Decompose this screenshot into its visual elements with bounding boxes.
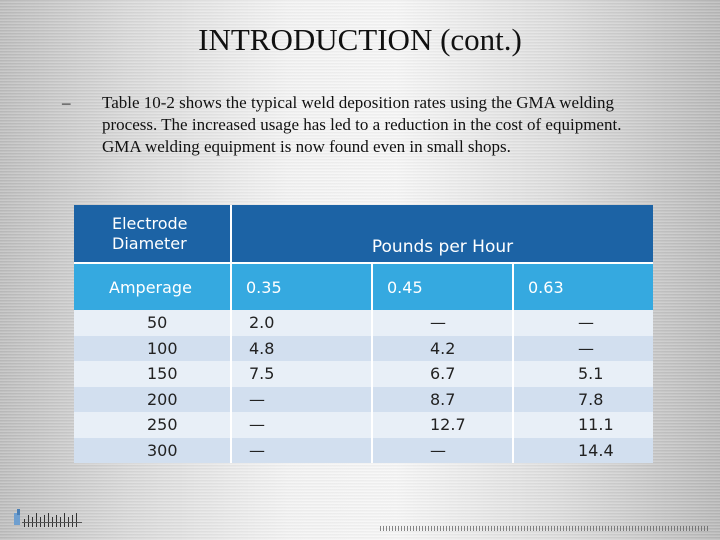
rate-cell: 7.5 [231, 361, 373, 387]
rate-cell: 6.7 [372, 361, 514, 387]
table-row: 150 7.5 6.7 5.1 [74, 361, 654, 387]
amperage-cell: 100 [74, 335, 232, 361]
table-row: 200 — 8.7 7.8 [74, 386, 654, 412]
amperage-cell: 200 [74, 386, 232, 412]
rate-cell: — [372, 310, 514, 336]
rate-cell: — [231, 386, 373, 412]
header-electrode-diameter: Electrode Diameter [74, 205, 232, 263]
amperage-cell: 250 [74, 412, 232, 438]
subheader-diameter-1: 0.35 [231, 262, 373, 310]
rate-cell: — [231, 437, 373, 463]
bullet-text: Table 10-2 shows the typical weld deposi… [102, 93, 622, 156]
amperage-cell: 300 [74, 437, 232, 463]
bullet-marker: – [62, 93, 71, 112]
rate-cell: — [513, 310, 654, 336]
rate-cell: 5.1 [513, 361, 654, 387]
rate-cell: 4.8 [231, 335, 373, 361]
rate-cell: 8.7 [372, 386, 514, 412]
rate-cell: 2.0 [231, 310, 373, 336]
rate-cell: 4.2 [372, 335, 514, 361]
amperage-cell: 150 [74, 361, 232, 387]
subheader-diameter-3: 0.63 [513, 262, 654, 310]
slide-title: INTRODUCTION (cont.) [198, 22, 522, 57]
rate-cell: 7.8 [513, 386, 654, 412]
rate-cell: — [231, 412, 373, 438]
amperage-cell: 50 [74, 310, 232, 336]
deposition-rate-table: Electrode Diameter Pounds per Hour Amper… [74, 205, 654, 470]
table-row: 250 — 12.7 11.1 [74, 412, 654, 438]
header-left-line1: Electrode [112, 213, 188, 233]
bullet-paragraph: – Table 10-2 shows the typical weld depo… [62, 92, 662, 158]
rate-cell: — [513, 335, 654, 361]
table-row: 100 4.8 4.2 — [74, 335, 654, 361]
rate-cell: 14.4 [513, 437, 654, 463]
footer-strip [380, 526, 710, 531]
subheader-amperage: Amperage [74, 262, 232, 310]
table-row: 50 2.0 — — [74, 310, 654, 336]
rate-cell: — [372, 437, 514, 463]
subheader-diameter-2: 0.45 [372, 262, 514, 310]
table-row: 300 — — 14.4 [74, 437, 654, 463]
header-left-line2: Diameter [112, 233, 187, 253]
rate-cell: 11.1 [513, 412, 654, 438]
rate-cell: 12.7 [372, 412, 514, 438]
header-pounds-per-hour: Pounds per Hour [231, 205, 654, 263]
publisher-logo-icon [14, 509, 82, 527]
